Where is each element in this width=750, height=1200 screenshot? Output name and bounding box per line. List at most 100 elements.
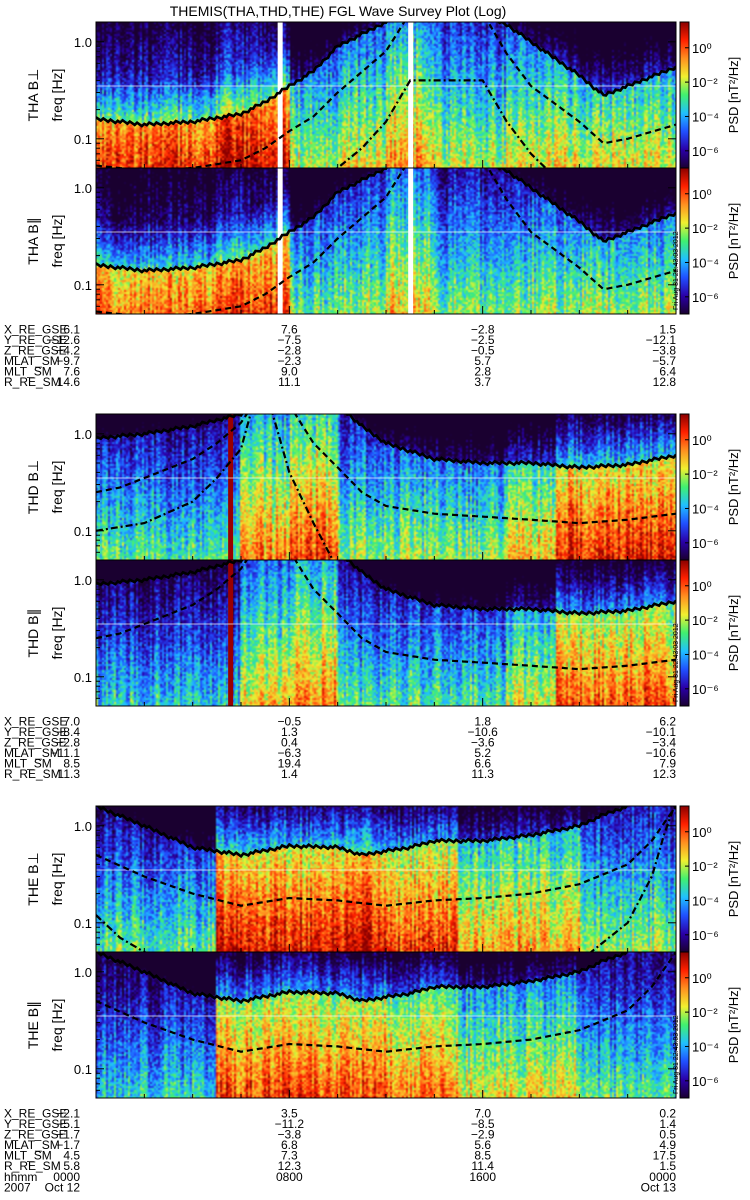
ephemeris-value: 1.8 (474, 715, 491, 729)
ephemeris-value: −1.7 (56, 1138, 80, 1152)
colorbar-tick-label: 10⁰ (692, 187, 712, 202)
y-tick-label: 1.0 (74, 35, 92, 50)
colorbar-tick-label: 10⁻⁴ (692, 501, 719, 516)
colorbar (679, 559, 690, 707)
ephemeris-value: 17.5 (653, 1149, 677, 1163)
data-gap-band (408, 22, 414, 168)
colorbar-tick-label: 10⁰ (692, 971, 712, 986)
ephemeris-label: Y_RE_GSE (4, 1117, 67, 1131)
y-tick-label: 0.1 (74, 278, 92, 293)
ephemeris-value: 7.9 (659, 757, 676, 771)
y-tick-label: 1.0 (74, 427, 92, 442)
series-line-fce-2 (96, 168, 676, 314)
colorbar-tick-label: 10⁻² (692, 613, 718, 628)
spectrogram-image (96, 168, 676, 314)
series-line-fce-like (96, 168, 676, 274)
time-axis-label: hhmm (4, 1170, 37, 1184)
y-tick-label: 1.0 (74, 573, 92, 588)
spectrogram-image (96, 560, 676, 706)
colorbar-label: PSD [nT²/Hz] (726, 595, 741, 672)
frequency-band-stripe (96, 477, 676, 480)
frequency-band-stripe (96, 231, 676, 234)
colorbar-tick-label: 10⁻⁶ (692, 536, 719, 551)
ephemeris-value: 0.5 (659, 1128, 676, 1142)
ephemeris-value: 6.6 (474, 757, 491, 771)
colorbar-tick-label: 10⁻² (692, 1005, 718, 1020)
ephemeris-value: 11.3 (58, 767, 81, 781)
panel-label: THD B∥ (25, 609, 41, 658)
panel-label: THA B∥ (25, 217, 41, 264)
ephemeris-value: 1.5 (659, 323, 676, 337)
series-line-fce-2 (96, 952, 676, 1053)
timestamp-stamp: Fri Aug 31 22:43:03 2012 (673, 231, 680, 310)
timestamp-stamp: Fri Aug 31 22:43:03 2012 (673, 623, 680, 702)
ephemeris-value: −10.6 (467, 725, 498, 739)
ephemeris-label: MLAT_SM (4, 354, 60, 368)
ephemeris-value: −12.6 (50, 333, 81, 347)
y-tick-label: 1.0 (74, 965, 92, 980)
colorbar-tick-label: 10⁻² (692, 859, 718, 874)
ephemeris-value: 3.7 (474, 375, 491, 389)
ephemeris-value: 2.8 (474, 365, 491, 379)
colorbar-tick-label: 10⁻⁴ (692, 255, 719, 270)
ephemeris-value: −1.7 (56, 1128, 80, 1142)
frequency-band-stripe (96, 869, 676, 872)
y-axis-label: freq [Hz] (49, 999, 65, 1052)
ephemeris-label: Z_RE_GSE (4, 1128, 67, 1142)
spectrogram-image (96, 414, 676, 560)
probe-the-group: 0.1 1.0 THE B⊥ freq [Hz] 10⁰ 10⁻² 10⁻⁴ 10⁻⁶ PSD … (4, 805, 741, 1173)
ephemeris-value: 0.4 (281, 736, 298, 750)
ephemeris-value: −0.5 (471, 344, 495, 358)
series-line-fce-10 (334, 79, 548, 168)
y-tick-label: 0.1 (74, 132, 92, 147)
ephemeris-value: −3.4 (652, 736, 676, 750)
ephemeris-value: 1.3 (281, 725, 298, 739)
colorbar-tick-label: 10⁻⁴ (692, 109, 719, 124)
ephemeris-value: −8.5 (471, 1117, 495, 1131)
data-gap-band (228, 560, 234, 706)
data-gap-band (408, 168, 414, 314)
colorbar-tick-label: 10⁻⁴ (692, 647, 719, 662)
ephemeris-value: 6.2 (659, 715, 676, 729)
ephemeris-value: −9.7 (56, 354, 80, 368)
time-axis-tick-label: Oct 12 (45, 1181, 81, 1195)
ephemeris-value: −2.9 (471, 1128, 495, 1142)
ephemeris-value: −3.6 (471, 736, 495, 750)
ephemeris-value: 4.5 (63, 1149, 80, 1163)
ephemeris-value: 8.5 (474, 1149, 491, 1163)
spectrogram-panel: 0.1 1.0 THD B⊥ freq [Hz] 10⁰ 10⁻² 10⁻⁴ 10⁻⁶ PSD … (25, 413, 741, 561)
ephemeris-label: X_RE_GSE (4, 715, 67, 729)
frequency-band-stripe (96, 85, 676, 88)
ephemeris-label: X_RE_GSE (4, 1107, 67, 1121)
ephemeris-value: 7.6 (281, 323, 298, 337)
series-line-fce-2 (96, 22, 676, 168)
ephemeris-label: MLT_SM (4, 365, 52, 379)
ephemeris-value: 7.6 (63, 365, 80, 379)
spectrogram-panel: 0.1 1.0 THE B⊥ freq [Hz] 10⁰ 10⁻² 10⁻⁴ 10⁻⁶ PSD … (25, 805, 741, 953)
colorbar-tick-label: 10⁻² (692, 221, 718, 236)
frequency-band-stripe (96, 1015, 676, 1018)
ephemeris-value: 1.4 (659, 1117, 676, 1131)
ephemeris-label: MLAT_SM (4, 1138, 60, 1152)
spectrogram-image (96, 806, 676, 952)
colorbar-tick-label: 10⁻⁶ (692, 144, 719, 159)
spectrogram-panel: 0.1 1.0 THE B∥ freq [Hz] 10⁰ 10⁻² 10⁻⁴ 10⁻⁶ PSD … (25, 951, 741, 1099)
ephemeris-value: 1.4 (281, 767, 298, 781)
ephemeris-value: −6.3 (277, 746, 301, 760)
spectrogram-panel: 0.1 1.0 THA B∥ freq [Hz] 10⁰ 10⁻² 10⁻⁴ 10⁻⁶ PSD … (25, 167, 741, 315)
y-tick-label: 0.1 (74, 524, 92, 539)
series-line-fce-2 (96, 414, 676, 525)
ephemeris-value: −3.8 (652, 344, 676, 358)
timestamp-stamp: Fri Aug 31 22:43:03 2012 (673, 1015, 680, 1094)
y-axis-label: freq [Hz] (49, 461, 65, 514)
ephemeris-value: −0.5 (277, 715, 301, 729)
y-tick-label: 1.0 (74, 181, 92, 196)
colorbar (679, 413, 690, 561)
colorbar-tick-label: 10⁻⁶ (692, 928, 719, 943)
ephemeris-value: −10.6 (646, 746, 677, 760)
series-line-fce-2 (96, 560, 676, 671)
ephemeris-value: 1.5 (659, 1159, 676, 1173)
y-axis-label: freq [Hz] (49, 607, 65, 660)
ephemeris-label: Y_RE_GSE (4, 725, 67, 739)
ephemeris-label: Y_RE_GSE (4, 333, 67, 347)
